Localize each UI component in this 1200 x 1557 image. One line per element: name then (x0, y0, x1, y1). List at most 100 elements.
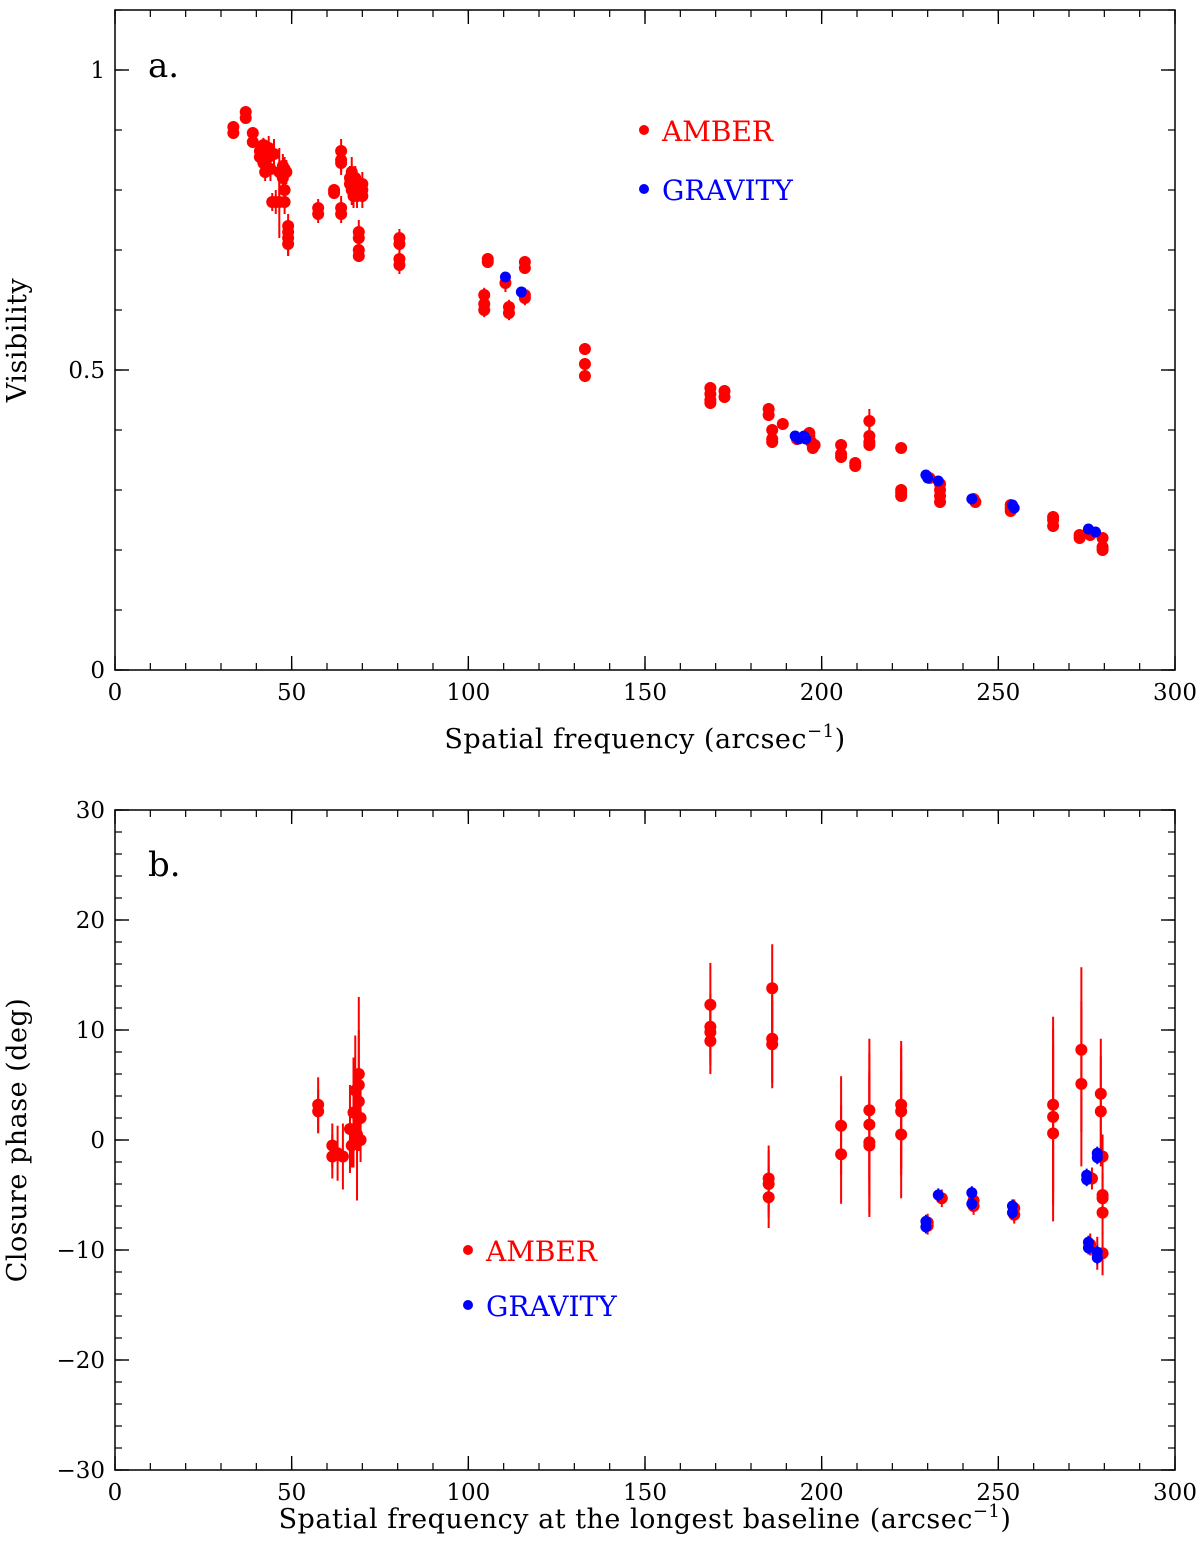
amber-data-point (280, 166, 293, 178)
panel-a-y-tick-label: 1 (90, 58, 105, 84)
panel-a-x-tick-label: 300 (1153, 680, 1197, 706)
amber-data-point (578, 370, 591, 382)
amber-data-point (895, 1128, 908, 1141)
panel-a-frame (114, 9, 1176, 671)
panel-a-legend: AMBER GRAVITY (639, 115, 793, 207)
panel-a-data-points (227, 106, 1109, 556)
legend-amber-marker (639, 125, 649, 135)
panel-b-y-tick-label: 20 (76, 908, 105, 934)
panel-b-y-tick-label: 30 (76, 798, 105, 824)
panel-b-closure-phase: 0 50 100 150 200 250 300 −30 −20 −10 0 10 20 30 b. AM… (2, 798, 1197, 1535)
panel-a-x-tick-label: 200 (800, 680, 844, 706)
amber-data-point (246, 136, 259, 148)
panel-b-frame (114, 809, 1176, 1471)
panel-b-x-tick-label: 0 (108, 1480, 123, 1506)
panel-a-x-tick-label: 150 (623, 680, 667, 706)
panel-b-x-tick-label: 150 (623, 1480, 667, 1506)
panel-a-y-tick-label: 0 (90, 658, 105, 684)
legend-gravity-marker (639, 184, 649, 194)
panel-a-x-tick-label: 100 (446, 680, 490, 706)
amber-data-point (268, 148, 280, 160)
amber-data-point (835, 439, 848, 451)
panel-a-y-tick-label: 0.5 (68, 358, 105, 384)
amber-data-point (1073, 532, 1086, 544)
gravity-data-point (499, 271, 511, 283)
panel-b-y-axis-label: Closure phase (deg) (2, 998, 33, 1283)
legend-amber-label: AMBER (485, 1235, 598, 1268)
panel-a-letter: a. (148, 46, 179, 86)
panel-b-x-tick-label: 50 (277, 1480, 306, 1506)
amber-data-point (766, 424, 779, 436)
amber-data-point (762, 409, 775, 421)
panel-a-x-tick-label: 0 (108, 680, 123, 706)
amber-data-point (895, 442, 908, 454)
amber-data-point (312, 208, 325, 220)
gravity-data-point (966, 1198, 978, 1210)
amber-data-point (354, 1134, 367, 1146)
amber-data-point (336, 1150, 349, 1163)
legend-gravity-label: GRAVITY (486, 1290, 617, 1323)
legend-gravity-marker (463, 1300, 473, 1310)
legend-amber-marker (463, 1245, 473, 1255)
gravity-data-point (1091, 1152, 1103, 1164)
panel-b-y-tick-label: 0 (90, 1128, 105, 1154)
amber-data-point (578, 358, 591, 370)
panel-b-y-tick-label: −30 (56, 1458, 105, 1484)
amber-data-point (863, 415, 876, 427)
gravity-data-point (1091, 1252, 1103, 1264)
amber-data-point (1075, 1077, 1088, 1090)
legend-gravity-label: GRAVITY (662, 174, 793, 207)
amber-data-point (766, 1038, 779, 1051)
amber-data-point (704, 1035, 717, 1047)
amber-data-point (766, 982, 779, 995)
amber-data-point (282, 238, 295, 250)
amber-data-point (393, 238, 406, 250)
panel-a-x-axis-label: Spatial frequency (arcsec−1) (444, 721, 845, 755)
amber-data-point (335, 208, 348, 220)
gravity-data-point (1081, 1174, 1093, 1186)
amber-data-point (246, 127, 259, 139)
legend-amber-label: AMBER (661, 115, 774, 148)
amber-data-point (328, 187, 341, 199)
amber-data-point (762, 1191, 775, 1204)
panel-b-y-tick-label: 10 (76, 1018, 105, 1044)
gravity-data-point (932, 1189, 944, 1201)
amber-data-point (356, 190, 369, 202)
gravity-data-point (966, 1187, 978, 1199)
gravity-data-point (515, 286, 527, 298)
gravity-data-point (1008, 502, 1020, 514)
amber-data-point (1094, 1105, 1107, 1118)
amber-data-point (312, 1105, 325, 1118)
panel-b-x-axis-label: Spatial frequency at the longest baselin… (279, 1501, 1012, 1535)
amber-data-point (393, 259, 406, 271)
amber-data-point (835, 451, 848, 463)
amber-data-point (352, 250, 365, 262)
panel-a-x-tick-label: 50 (277, 680, 306, 706)
amber-data-point (835, 1148, 848, 1161)
amber-data-point (227, 127, 240, 139)
amber-data-point (776, 418, 789, 430)
panel-b-ticks: 0 50 100 150 200 250 300 −30 −20 −10 0 10 20 30 (56, 798, 1197, 1506)
panel-b-x-tick-label: 300 (1153, 1480, 1197, 1506)
amber-data-point (863, 1139, 876, 1152)
amber-data-point (718, 391, 731, 403)
gravity-data-point (1082, 1242, 1094, 1254)
amber-data-point (352, 232, 365, 244)
panel-b-legend: AMBER GRAVITY (463, 1235, 617, 1323)
amber-data-point (849, 460, 862, 472)
panel-b-x-tick-label: 100 (446, 1480, 490, 1506)
amber-data-point (478, 289, 491, 301)
panel-b-data-points (312, 944, 1109, 1276)
amber-data-point (1096, 1206, 1109, 1219)
amber-data-point (278, 196, 291, 208)
amber-data-point (578, 343, 591, 355)
amber-data-point (335, 157, 348, 169)
panel-b-y-tick-label: −10 (56, 1238, 105, 1264)
gravity-data-point (966, 493, 978, 505)
panel-b-letter: b. (148, 845, 181, 885)
amber-data-point (895, 490, 908, 502)
amber-data-point (1096, 544, 1109, 556)
gravity-data-point (922, 472, 934, 484)
